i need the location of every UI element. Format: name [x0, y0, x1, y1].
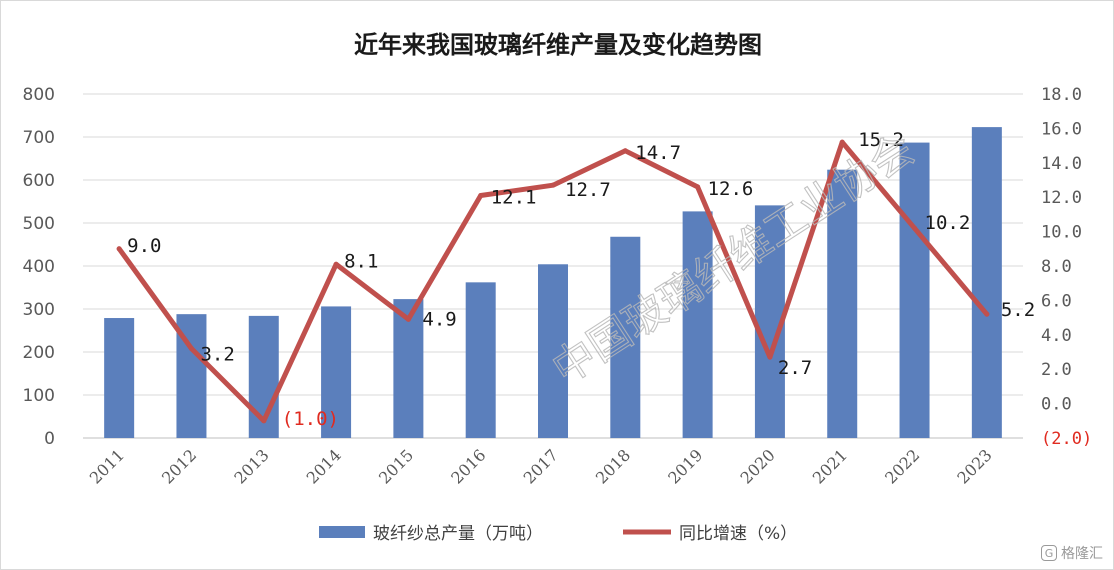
bar	[465, 282, 496, 438]
left-axis-tick-label: 100	[23, 386, 55, 406]
line-data-label: 9.0	[127, 235, 161, 257]
line-point	[188, 346, 194, 352]
legend-label-bar: 玻纤纱总产量（万吨）	[373, 524, 543, 544]
left-axis-tick-label: 500	[23, 214, 55, 234]
bar	[899, 142, 930, 438]
x-axis-tick-label: 2017	[520, 445, 562, 487]
bar	[393, 299, 424, 438]
x-axis-tick-label: 2016	[447, 445, 489, 487]
legend-label-line: 同比增速（%）	[679, 524, 797, 544]
left-axis-tick-label: 300	[23, 300, 55, 320]
right-axis: (2.0) 0.0 2.0 4.0 6.0 8.0 10.0 12.0 14.0 16.0 18.0	[1041, 85, 1092, 449]
right-axis-tick-label: 6.0	[1041, 291, 1072, 311]
right-axis-tick-label: 0.0	[1041, 395, 1072, 415]
line-point	[261, 418, 267, 424]
x-axis-tick-label: 2018	[592, 445, 634, 487]
line-point	[984, 311, 990, 317]
bar	[538, 264, 568, 438]
legend-swatch-bar	[319, 526, 365, 538]
x-axis-tick-label: 2019	[664, 445, 706, 487]
x-axis-tick-label: 2021	[809, 445, 851, 487]
left-axis-tick-label: 800	[23, 85, 55, 105]
left-axis-tick-label: 400	[23, 257, 55, 277]
line-data-label: 12.1	[491, 186, 537, 208]
x-axis-tick-label: 2022	[881, 445, 923, 487]
line-data-label: 10.2	[925, 212, 971, 234]
chart-title: 近年来我国玻璃纤维产量及变化趋势图	[354, 30, 762, 59]
bar	[321, 306, 352, 438]
line-data-label: 15.2	[858, 129, 904, 151]
right-axis-tick-label: 4.0	[1041, 326, 1072, 346]
right-axis-tick-label: 18.0	[1041, 85, 1082, 105]
x-axis-tick-label: 2023	[953, 445, 995, 487]
line-data-label: 5.2	[1001, 299, 1035, 321]
bar	[610, 236, 641, 438]
brand-logo-icon: G	[1041, 545, 1057, 561]
right-axis-tick-label: 14.0	[1041, 154, 1082, 174]
left-axis: 0 100 200 300 400 500 600 700 800	[23, 85, 55, 449]
bar	[827, 169, 858, 438]
left-axis-tick-label: 600	[23, 171, 55, 191]
line-point	[405, 316, 411, 322]
line-point	[333, 261, 339, 267]
line-point	[116, 246, 122, 252]
legend: 玻纤纱总产量（万吨） 同比增速（%）	[319, 524, 797, 544]
x-axis-tick-label: 2020	[737, 445, 779, 487]
right-axis-tick-label: 2.0	[1041, 360, 1072, 380]
x-axis-tick-label: 2011	[86, 445, 128, 487]
line-point	[695, 184, 701, 190]
line-data-label: 2.7	[778, 357, 812, 379]
right-axis-tick-label: 8.0	[1041, 257, 1072, 277]
right-axis-tick-label: 10.0	[1041, 223, 1082, 243]
x-axis-tick-label: 2013	[230, 445, 272, 487]
data-labels: 9.0 3.2 (1.0) 8.1 4.9 12.1 12.7 14.7 12.6 2.7 15.2…	[127, 129, 1035, 430]
bar	[682, 211, 713, 438]
right-axis-tick-label: 16.0	[1041, 119, 1082, 139]
line-data-label: 12.7	[565, 179, 611, 201]
line-point	[478, 192, 484, 198]
line-point	[550, 182, 556, 188]
line-point	[767, 354, 773, 360]
line-data-label: 3.2	[200, 344, 234, 366]
left-axis-tick-label: 700	[23, 128, 55, 148]
x-axis-tick-label: 2014	[303, 445, 345, 487]
brand-name: 格隆汇	[1061, 546, 1103, 562]
line-data-label: 14.7	[635, 142, 681, 164]
line-point	[839, 139, 845, 145]
line-point	[622, 148, 628, 154]
line-series	[116, 139, 990, 424]
bar	[971, 127, 1002, 439]
bar	[104, 318, 135, 438]
right-axis-tick-label: 12.0	[1041, 188, 1082, 208]
x-axis-tick-label: 2015	[375, 445, 417, 487]
line-data-label: 12.6	[708, 178, 754, 200]
left-axis-tick-label: 200	[23, 343, 55, 363]
line-data-label: (1.0)	[282, 408, 339, 430]
brand-watermark: G 格隆汇	[1041, 543, 1103, 563]
x-axis-tick-label: 2012	[158, 445, 200, 487]
right-axis-tick-label: (2.0)	[1041, 429, 1092, 449]
line-data-label: 4.9	[422, 308, 456, 330]
line-data-label: 8.1	[344, 250, 378, 272]
line-point	[912, 225, 918, 231]
x-axis: 2011 2012 2013 2014 2015 2016 2017 2018 2019 2020…	[86, 445, 996, 487]
bar-series	[104, 127, 1002, 439]
left-axis-tick-label: 0	[44, 429, 55, 449]
